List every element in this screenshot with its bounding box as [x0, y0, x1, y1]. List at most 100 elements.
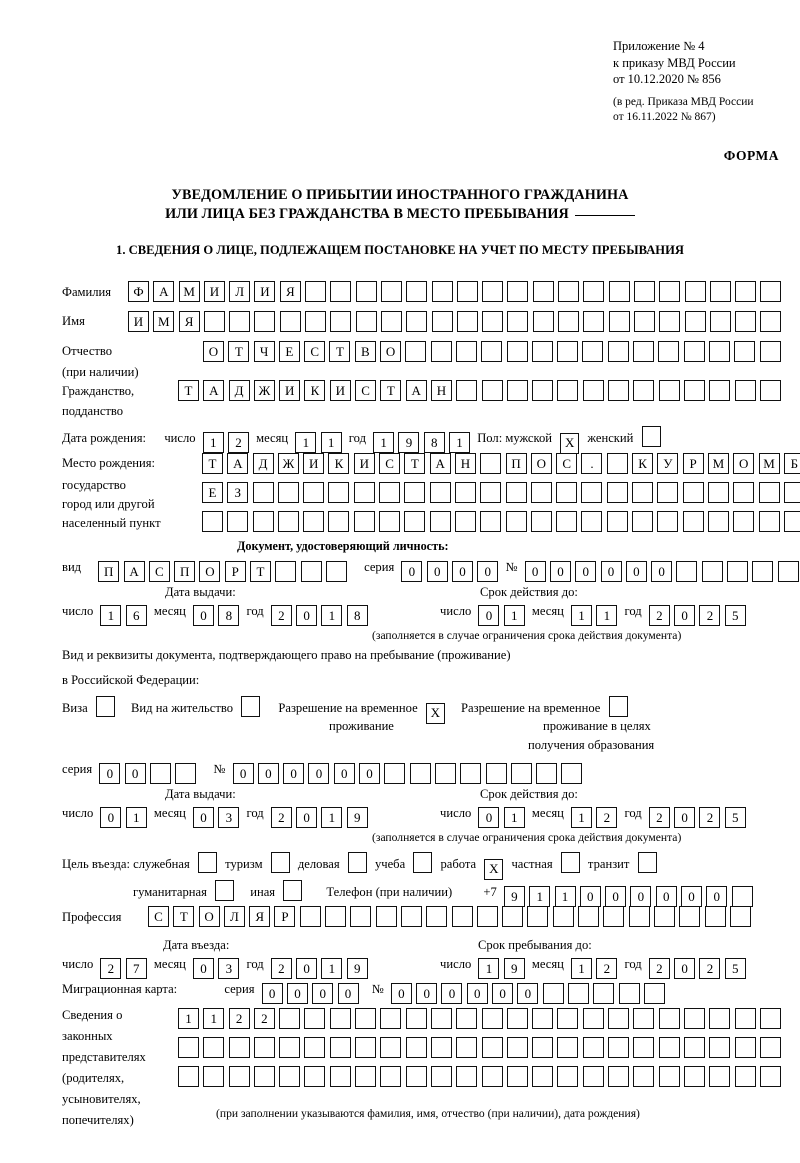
char-cell[interactable] — [379, 511, 401, 532]
char-cell[interactable]: Т — [404, 453, 426, 474]
char-cell[interactable]: 0 — [630, 886, 652, 907]
char-cell[interactable]: С — [148, 906, 169, 927]
char-cell[interactable] — [552, 906, 574, 927]
char-cell[interactable] — [633, 380, 655, 401]
char-cell[interactable] — [734, 380, 756, 401]
char-cell[interactable]: . — [581, 453, 603, 474]
char-cell[interactable] — [380, 281, 402, 302]
char-cell[interactable] — [304, 1008, 326, 1029]
char-cell[interactable]: 0 — [232, 763, 254, 784]
char-cell[interactable]: 0 — [625, 561, 647, 582]
char-cell[interactable] — [480, 482, 502, 503]
char-cell[interactable] — [707, 511, 729, 532]
char-cell[interactable] — [581, 482, 603, 503]
char-cell[interactable]: Т — [228, 341, 250, 362]
char-cell[interactable] — [481, 1066, 503, 1087]
char-cell[interactable] — [482, 281, 504, 302]
char-cell[interactable] — [355, 311, 377, 332]
char-cell[interactable] — [582, 1066, 604, 1087]
char-cell[interactable] — [502, 906, 524, 927]
char-cell[interactable] — [556, 482, 578, 503]
checkbox-purpose-business[interactable] — [347, 852, 367, 873]
legal-row-2[interactable] — [178, 1037, 781, 1058]
char-cell[interactable] — [409, 763, 431, 784]
char-cell[interactable] — [532, 1008, 554, 1029]
char-cell[interactable] — [430, 341, 452, 362]
char-cell[interactable] — [684, 281, 706, 302]
char-cell[interactable] — [482, 311, 504, 332]
char-cell[interactable] — [426, 906, 448, 927]
checkbox-residence-permit[interactable] — [241, 696, 261, 717]
char-cell[interactable] — [456, 281, 478, 302]
char-cell[interactable] — [506, 1066, 528, 1087]
char-cell[interactable] — [254, 311, 276, 332]
checkbox-purpose-other[interactable] — [283, 880, 303, 901]
char-cell[interactable] — [567, 983, 589, 1004]
char-cell[interactable] — [329, 1066, 351, 1087]
char-cell[interactable] — [330, 281, 352, 302]
char-cell[interactable]: З — [227, 482, 249, 503]
char-cell[interactable] — [203, 1037, 225, 1058]
char-cell[interactable]: 8 — [218, 605, 240, 626]
char-cell[interactable]: 7 — [125, 958, 147, 979]
char-cell[interactable]: 0 — [575, 561, 597, 582]
char-cell[interactable] — [561, 763, 583, 784]
char-cell[interactable]: 0 — [674, 958, 696, 979]
char-cell[interactable] — [633, 1037, 655, 1058]
char-cell[interactable] — [506, 341, 528, 362]
checkbox-female[interactable] — [641, 426, 661, 447]
checkbox-purpose-tourism[interactable] — [270, 852, 290, 873]
char-cell[interactable] — [252, 511, 274, 532]
char-cell[interactable] — [379, 482, 401, 503]
char-cell[interactable] — [709, 311, 731, 332]
char-cell[interactable] — [659, 311, 681, 332]
char-cell[interactable]: О — [203, 341, 224, 362]
char-cell[interactable]: Ф — [128, 281, 149, 302]
char-cell[interactable]: 3 — [218, 958, 240, 979]
char-cell[interactable]: 0 — [477, 561, 499, 582]
char-cell[interactable]: 9 — [346, 807, 368, 828]
char-cell[interactable]: 0 — [124, 763, 146, 784]
char-cell[interactable] — [329, 1037, 351, 1058]
char-cell[interactable] — [735, 311, 757, 332]
char-cell[interactable]: С — [556, 453, 578, 474]
char-cell[interactable]: 0 — [605, 886, 627, 907]
char-cell[interactable] — [618, 983, 640, 1004]
char-cell[interactable] — [227, 511, 249, 532]
char-cell[interactable] — [734, 1008, 756, 1029]
char-cell[interactable] — [328, 482, 350, 503]
char-cell[interactable]: 1 — [503, 605, 525, 626]
char-cell[interactable] — [480, 453, 502, 474]
char-cell[interactable] — [578, 906, 600, 927]
char-cell[interactable] — [451, 906, 473, 927]
char-cell[interactable]: 2 — [228, 432, 250, 453]
char-cell[interactable] — [532, 1037, 554, 1058]
char-cell[interactable]: 2 — [228, 1008, 250, 1029]
char-cell[interactable] — [682, 511, 704, 532]
char-cell[interactable]: О — [733, 453, 755, 474]
char-cell[interactable] — [709, 380, 731, 401]
char-cell[interactable]: 6 — [125, 605, 147, 626]
char-cell[interactable] — [758, 511, 780, 532]
char-cell[interactable]: Ч — [253, 341, 275, 362]
char-cell[interactable]: С — [304, 341, 326, 362]
char-cell[interactable] — [734, 1037, 756, 1058]
char-cell[interactable] — [304, 1066, 326, 1087]
char-cell[interactable]: И — [353, 453, 375, 474]
char-cell[interactable] — [676, 561, 698, 582]
char-cell[interactable]: А — [227, 453, 249, 474]
char-cell[interactable]: 2 — [596, 807, 618, 828]
char-cell[interactable]: П — [174, 561, 196, 582]
char-cell[interactable]: С — [355, 380, 377, 401]
